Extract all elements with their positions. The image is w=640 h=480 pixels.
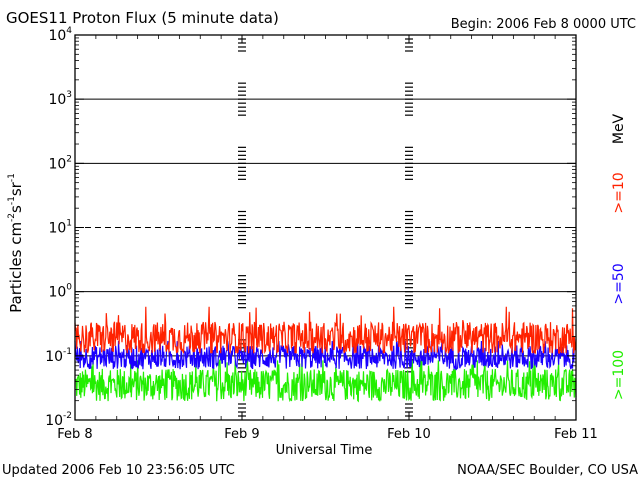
y-tick-label: 101 [48, 219, 72, 237]
ylabel-mid1: s [7, 205, 25, 213]
legend-entry: >=10 [611, 172, 627, 213]
credit-label: NOAA/SEC Boulder, CO USA [457, 463, 638, 478]
y-tick-label: 10-2 [45, 411, 72, 429]
ylabel-exp1: -2 [7, 213, 17, 222]
legend-entry: >=100 [611, 350, 627, 400]
x-tick-label: Feb 10 [387, 427, 431, 442]
y-tick-label: 102 [48, 154, 72, 172]
y-tick-label: 103 [48, 90, 72, 108]
series-line [74, 359, 577, 403]
x-tick-label: Feb 8 [57, 427, 92, 442]
chart-title: GOES11 Proton Flux (5 minute data) [6, 9, 279, 27]
y-tick-label: 100 [48, 283, 72, 301]
legend-unit: MeV [611, 113, 627, 144]
ylabel-base: Particles cm [7, 222, 25, 313]
begin-time: Begin: 2006 Feb 8 0000 UTC [451, 17, 636, 32]
x-axis-label: Universal Time [276, 443, 373, 458]
svg-text:Particles cm-2s-1sr-1: Particles cm-2s-1sr-1 [7, 173, 25, 313]
x-tick-label: Feb 9 [224, 427, 259, 442]
ylabel-exp2: -1 [7, 196, 17, 205]
y-tick-label: 104 [48, 26, 72, 44]
legend-entry: >=50 [611, 263, 627, 304]
series-line [74, 306, 577, 355]
y-tick-label: 10-1 [45, 347, 72, 365]
x-tick-label: Feb 11 [554, 427, 598, 442]
ylabel-exp3: -1 [7, 173, 17, 182]
series-line [74, 340, 577, 371]
ylabel-mid2: sr [7, 181, 25, 196]
y-axis-label: Particles cm-2s-1sr-1 [7, 173, 25, 313]
updated-time: Updated 2006 Feb 10 23:56:05 UTC [2, 463, 235, 478]
legend: MeV >=10 >=50 >=100 [611, 113, 627, 400]
